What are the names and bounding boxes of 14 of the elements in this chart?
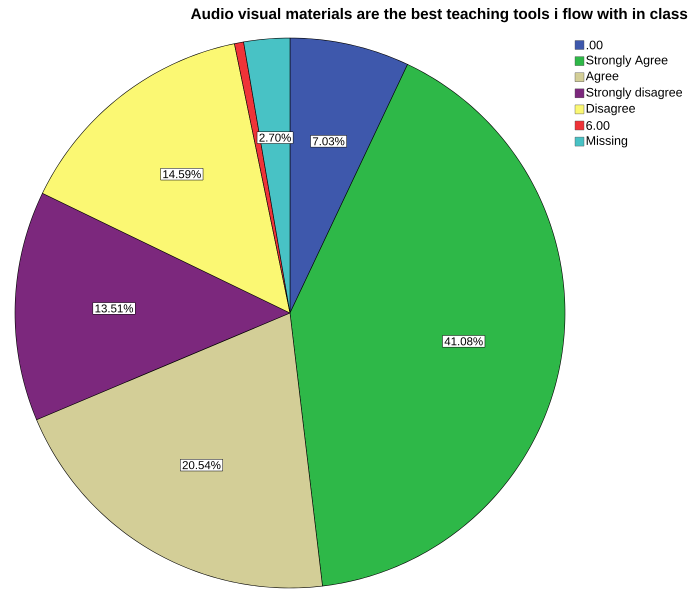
- legend-label: 6.00: [586, 121, 610, 130]
- legend-label: .00: [586, 40, 603, 50]
- legend-label: Agree: [586, 72, 618, 83]
- legend-label: Missing: [586, 136, 628, 148]
- data-label: 7.03%: [312, 137, 344, 146]
- legend-label: Strongly disagree: [586, 87, 682, 100]
- data-label: 14.59%: [163, 170, 201, 178]
- data-label: 2.70%: [259, 134, 291, 142]
- legend-label: Disagree: [586, 104, 635, 116]
- data-label: 13.51%: [96, 304, 134, 312]
- data-label: 41.08%: [444, 337, 483, 346]
- data-label: 20.54%: [182, 461, 221, 470]
- legend-label: Strongly Agree: [586, 55, 668, 67]
- chart-title: Audio visual materials are the best teaching tools i flow with in class: [190, 8, 688, 22]
